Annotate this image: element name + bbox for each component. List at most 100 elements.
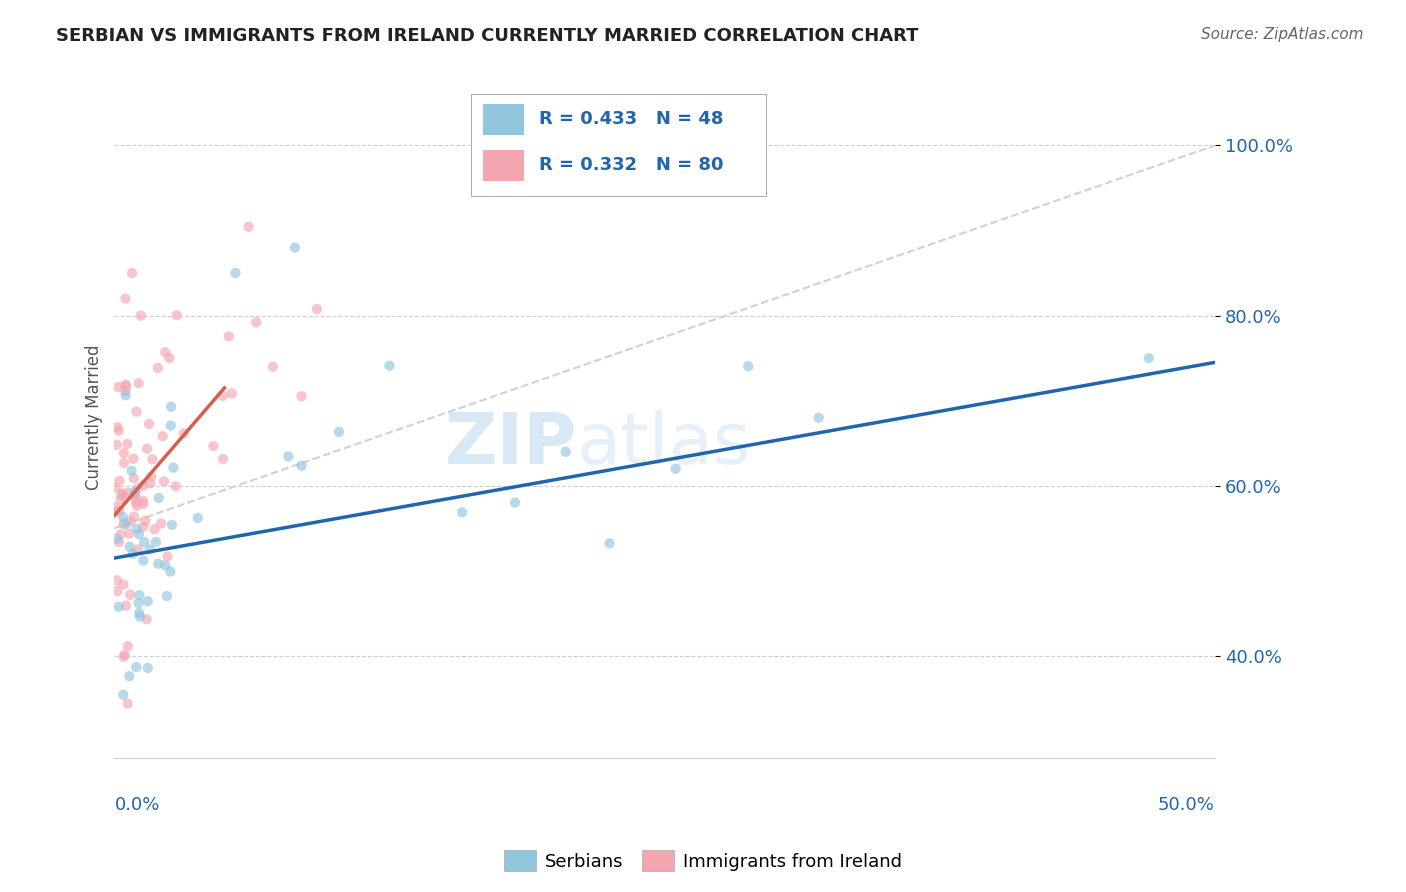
FancyBboxPatch shape <box>482 104 524 135</box>
FancyBboxPatch shape <box>482 150 524 181</box>
Point <box>160 418 183 433</box>
Point <box>118 669 141 683</box>
Text: R = 0.433   N = 48: R = 0.433 N = 48 <box>538 111 724 128</box>
Point <box>145 535 167 549</box>
Point <box>128 596 150 610</box>
Point <box>104 500 127 515</box>
Point <box>143 522 166 536</box>
Point <box>120 588 142 602</box>
Point <box>117 485 139 500</box>
Point <box>128 609 150 624</box>
Point <box>138 542 160 557</box>
Point <box>138 417 160 431</box>
Point <box>125 522 148 536</box>
Point <box>132 497 155 511</box>
Point <box>111 509 134 524</box>
Point <box>115 599 138 613</box>
Point <box>128 588 150 602</box>
Point <box>115 379 138 393</box>
Point <box>121 464 143 478</box>
Point <box>305 301 328 316</box>
Point <box>112 516 135 531</box>
Point <box>105 574 128 588</box>
Point <box>136 661 159 675</box>
Point <box>110 527 132 541</box>
Point <box>104 505 127 519</box>
Point <box>262 359 284 374</box>
Point <box>159 351 181 366</box>
Text: SERBIAN VS IMMIGRANTS FROM IRELAND CURRENTLY MARRIED CORRELATION CHART: SERBIAN VS IMMIGRANTS FROM IRELAND CURRE… <box>56 27 918 45</box>
Point <box>107 599 129 614</box>
Point <box>290 458 312 473</box>
Point <box>125 660 148 674</box>
Point <box>159 565 181 579</box>
Point <box>277 450 299 464</box>
Point <box>807 410 830 425</box>
Point <box>245 315 267 329</box>
Text: 50.0%: 50.0% <box>1159 797 1215 814</box>
Point <box>155 558 177 573</box>
Point <box>155 345 177 359</box>
Point <box>112 688 135 702</box>
Point <box>114 388 136 402</box>
Point <box>148 491 170 505</box>
Point <box>238 219 260 234</box>
Point <box>135 612 157 626</box>
Point <box>114 648 136 662</box>
Point <box>107 424 129 438</box>
Point <box>124 490 146 504</box>
Point <box>224 266 246 280</box>
Point <box>162 460 184 475</box>
Point <box>132 520 155 534</box>
Point <box>117 639 139 653</box>
Point <box>118 526 141 541</box>
Point <box>665 461 688 475</box>
Point <box>136 442 159 456</box>
Point <box>554 444 576 458</box>
Point <box>148 557 170 571</box>
Point <box>122 547 145 561</box>
Point <box>141 452 163 467</box>
Point <box>146 360 169 375</box>
Point <box>108 535 131 549</box>
Point <box>117 697 139 711</box>
Point <box>114 517 136 532</box>
Point <box>108 474 131 488</box>
Point <box>105 438 128 452</box>
Point <box>120 515 142 529</box>
Point <box>503 495 526 509</box>
Point <box>114 490 136 504</box>
Point <box>132 553 155 567</box>
Text: R = 0.332   N = 80: R = 0.332 N = 80 <box>538 156 724 175</box>
Point <box>378 359 401 373</box>
Point <box>132 493 155 508</box>
Point <box>124 486 146 500</box>
Point <box>118 540 141 554</box>
Point <box>150 516 173 531</box>
Point <box>141 469 163 483</box>
Point <box>202 439 225 453</box>
Point <box>599 536 621 550</box>
Point <box>122 451 145 466</box>
Point <box>128 606 150 620</box>
Y-axis label: Currently Married: Currently Married <box>86 345 103 491</box>
Point <box>125 494 148 508</box>
Point <box>132 478 155 492</box>
Text: ZIP: ZIP <box>444 410 576 479</box>
Text: Source: ZipAtlas.com: Source: ZipAtlas.com <box>1201 27 1364 42</box>
Point <box>125 404 148 418</box>
Point <box>128 527 150 541</box>
Point <box>212 452 235 467</box>
Point <box>129 309 152 323</box>
Point <box>211 389 233 403</box>
Point <box>112 577 135 591</box>
Point <box>128 376 150 391</box>
Point <box>134 535 156 549</box>
Point <box>136 594 159 608</box>
Point <box>111 486 134 500</box>
Point <box>160 400 183 414</box>
Point <box>114 377 136 392</box>
Point <box>117 437 139 451</box>
Point <box>451 505 474 519</box>
Point <box>160 517 183 532</box>
